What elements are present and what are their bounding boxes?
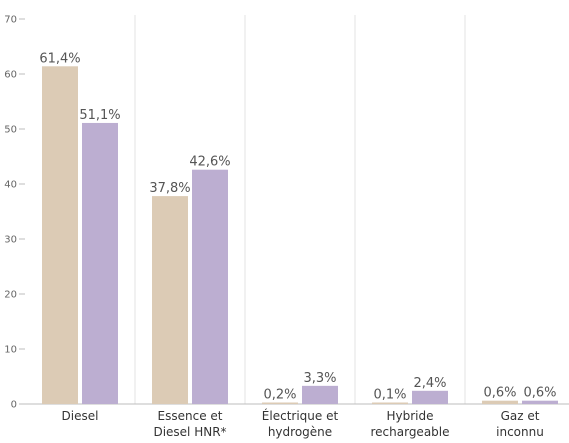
data-labels-group: 61,4% 51,1% 37,8% 42,6% 0,2% 3,3% 0,1% 2,4% 0,6%… [39, 51, 556, 402]
y-tick-label: 40 [4, 180, 17, 191]
data-label-series-2: 0,6% [523, 386, 556, 401]
y-tick-label: 70 [4, 15, 17, 26]
y-tick-label: 10 [4, 345, 17, 356]
bar-series-2 [302, 385, 338, 404]
bar-series-1 [152, 196, 188, 404]
bar-series-2 [412, 390, 448, 404]
x-tick-label: Électrique et hydrogène [262, 408, 339, 439]
bar-series-1 [42, 66, 78, 405]
x-tick-label: Gaz et inconnu [496, 409, 544, 439]
bar-series-2 [192, 169, 228, 404]
bar-series-1 [372, 402, 408, 404]
bars-group [42, 66, 558, 405]
x-tick-label: Essence et Diesel HNR* [153, 409, 226, 439]
y-tick-label: 20 [4, 290, 17, 301]
bar-series-2 [82, 122, 118, 404]
data-label-series-2: 3,3% [303, 371, 336, 386]
data-label-series-2: 42,6% [189, 155, 230, 170]
x-axis-labels: Diesel Essence et Diesel HNR* Électrique et… [62, 408, 544, 439]
bar-series-1 [262, 402, 298, 404]
y-tick-label: 30 [4, 235, 17, 246]
data-label-series-1: 0,6% [483, 386, 516, 401]
data-label-series-1: 37,8% [149, 181, 190, 196]
data-label-series-1: 0,1% [373, 388, 406, 403]
data-label-series-2: 51,1% [79, 108, 120, 123]
y-tick-label: 50 [4, 125, 17, 136]
y-tick-label: 60 [4, 70, 17, 81]
data-label-series-1: 61,4% [39, 51, 80, 66]
data-label-series-2: 2,4% [413, 376, 446, 391]
data-label-series-1: 0,2% [263, 388, 296, 403]
x-tick-label: Hybride rechargeable [370, 409, 449, 439]
y-axis: 0 10 20 30 40 50 60 70 [4, 15, 25, 411]
bar-series-1 [482, 400, 518, 404]
x-tick-label: Diesel [62, 409, 99, 423]
bar-series-2 [522, 400, 558, 404]
y-tick-label: 0 [11, 400, 17, 411]
category-separators [134, 15, 466, 404]
